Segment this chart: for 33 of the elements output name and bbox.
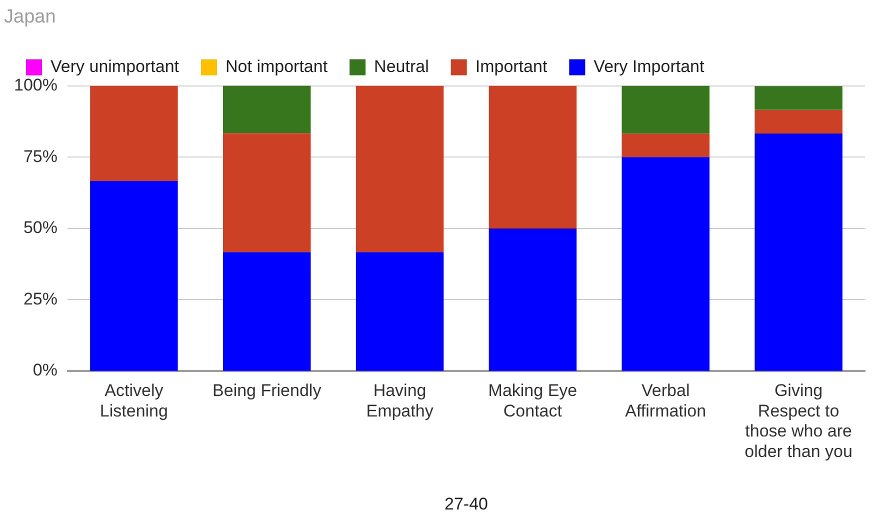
bar [622,86,710,134]
bar [622,157,710,370]
bar [754,133,842,370]
x-tick-label: Verbal Affirmation [625,380,706,420]
bar [90,180,178,370]
y-tick-label: 50% [23,218,58,238]
x-tick-label: Being Friendly [212,380,322,400]
legend-label: Very unimportant [50,56,180,76]
bar [488,228,577,370]
bar [356,252,444,370]
x-tick-label: Making Eye Contact [488,380,578,420]
y-tick-label: 100% [14,75,58,94]
chart-title: Japan [4,6,56,28]
bar [222,86,311,134]
legend-label: Important [475,56,548,76]
bar [622,133,710,158]
bar [356,86,444,252]
bar [90,86,178,181]
bar [754,86,842,110]
bar [488,86,577,228]
x-tick-label: Giving Respect to those who are older than you [744,380,852,462]
legend-label: Neutral [374,56,429,76]
y-tick-label: 25% [23,289,58,308]
x-axis-title: 27-40 [444,494,488,514]
x-tick-label: Having Empathy [366,380,434,420]
legend-label: Not important [226,56,328,76]
bar [754,110,842,134]
y-tick-label: 0% [32,360,58,380]
bar [222,133,311,252]
y-tick-label: 75% [23,146,58,166]
legend-label: Very Important [594,56,704,76]
bar [222,252,311,370]
x-tick-label: Actively Listening [100,380,168,420]
